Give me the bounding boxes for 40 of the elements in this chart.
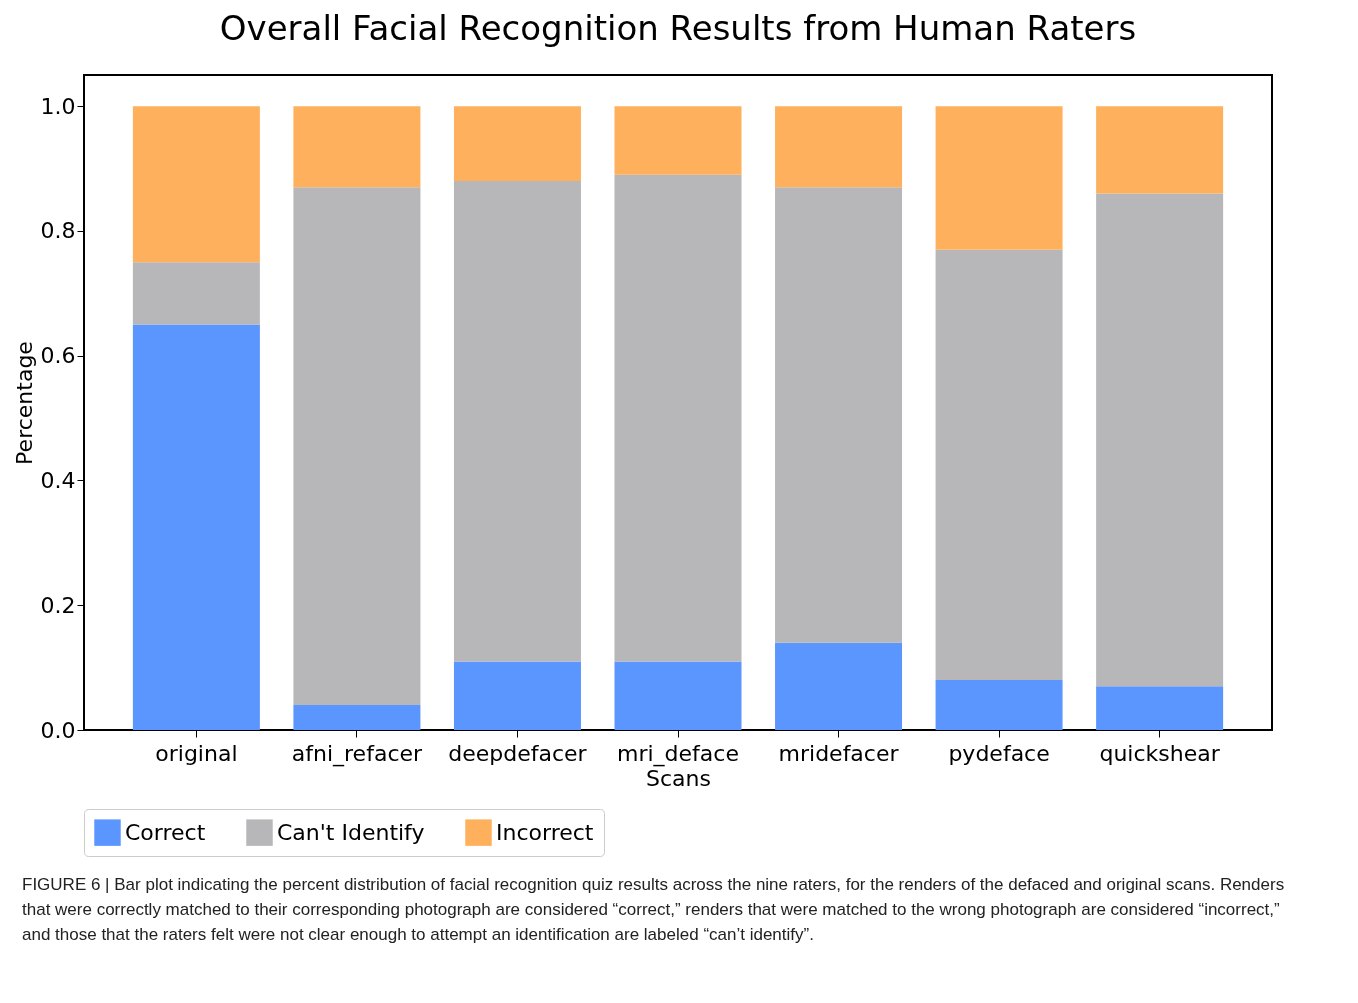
bar: [1096, 193, 1224, 687]
x-tick-label: pydeface: [948, 740, 1050, 766]
legend-label: Correct: [125, 819, 206, 845]
bar: [1096, 686, 1224, 730]
bar: [775, 642, 903, 730]
x-tick-label: afni_refacer: [291, 740, 424, 767]
caption: FIGURE 6 | Bar plot indicating the percent distribution of facial recognition quiz results across the nine raters, for the renders of the defaced and original scans. Renders that were correctly matched to their corresponding photograph are considered “correct,” renders that were matched to the wrong photograph are considered “incorrect,” and those that the raters felt were not clear enough to attempt an identification are labeled “can’t identify”.: [22, 874, 1286, 946]
bar: [614, 174, 742, 662]
y-tick-label: 0.8: [40, 218, 76, 244]
bar: [293, 106, 421, 188]
bar: [293, 705, 421, 730]
bar: [1096, 106, 1224, 194]
x-tick-label: quickshear: [1099, 740, 1221, 766]
y-tick-label: 0.4: [40, 467, 76, 493]
bar: [614, 661, 742, 730]
x-tick-label: deepdefacer: [448, 740, 588, 766]
y-tick-label: 0.0: [40, 717, 76, 743]
legend-label: Can't Identify: [277, 819, 425, 845]
y-tick-label: 0.6: [40, 343, 76, 369]
bar: [453, 661, 581, 730]
bar: [132, 324, 260, 730]
x-tick-label: original: [155, 740, 238, 766]
chart-title: Overall Facial Recognition Results from Human Raters: [219, 8, 1137, 48]
bar: [935, 106, 1063, 250]
bar: [453, 181, 581, 662]
bar: [935, 680, 1063, 730]
bar: [614, 106, 742, 175]
bar: [935, 249, 1063, 681]
bar: [775, 106, 903, 188]
bar: [132, 262, 260, 325]
bar: [453, 106, 581, 182]
y-tick-label: 1.0: [40, 93, 76, 119]
bar: [775, 187, 903, 643]
bar: [293, 187, 421, 706]
x-tick-label: mridefacer: [778, 740, 900, 766]
bar: [132, 106, 260, 263]
y-axis-title: Percentage: [11, 341, 37, 465]
y-tick-label: 0.2: [40, 592, 76, 618]
x-tick-label: mri_deface: [617, 740, 739, 767]
legend-label: Incorrect: [496, 819, 594, 845]
